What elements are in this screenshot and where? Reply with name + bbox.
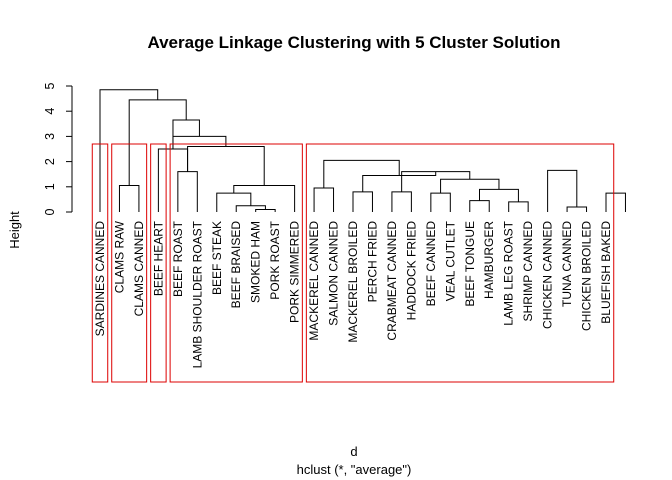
dendrogram-merge-13 xyxy=(233,185,296,212)
leaf-label: CLAMS CANNED xyxy=(132,221,146,317)
leaf-label: PORK SIMMERED xyxy=(288,221,302,323)
cluster-rect-1 xyxy=(91,143,109,383)
y-axis: 0 1 2 3 4 5 xyxy=(43,82,73,215)
leaf-label: CHICKEN BROILED xyxy=(580,221,594,331)
leaf-label: MACKEREL CANNED xyxy=(307,221,321,341)
leaf-label: BEEF TONGUE xyxy=(463,221,477,307)
dendrogram-merge-8 xyxy=(391,191,412,212)
leaf-label: LAMB SHOULDER ROAST xyxy=(190,220,204,368)
leaf-label: MACKEREL BROILED xyxy=(346,221,360,343)
cluster-rect-5 xyxy=(305,143,615,383)
leaf-labels: SARDINES CANNED CLAMS RAW CLAMS CANNED BEEF… xyxy=(93,220,613,368)
dendrogram-merge-10 xyxy=(352,191,373,212)
dendrogram-merge-2 xyxy=(235,205,266,212)
dendrogram-merge-26 xyxy=(99,89,159,212)
leaf-label: BEEF BRAISED xyxy=(229,221,243,309)
dendrogram-merge-24 xyxy=(172,119,200,149)
dendrogram-merge-19 xyxy=(323,159,400,189)
leaf-label: BEEF STEAK xyxy=(210,221,224,295)
leaf-label: CHICKEN CANNED xyxy=(541,221,555,329)
cluster-rect-4 xyxy=(169,143,303,383)
leaf-label: LAMB LEG ROAST xyxy=(502,220,516,325)
dendrogram-merge-1 xyxy=(255,208,276,212)
leaf-label: PERCH FRIED xyxy=(365,221,379,303)
y-tick-label: 1 xyxy=(43,183,57,190)
leaf-label: CRABMEAT CANNED xyxy=(385,221,399,341)
leaf-label: HAMBURGER xyxy=(482,221,496,299)
leaf-label: BEEF CANNED xyxy=(424,221,438,307)
leaf-label: BEEF ROAST xyxy=(171,220,185,297)
dendrogram-merge-22 xyxy=(187,145,265,186)
leaf-label: BEEF HEART xyxy=(151,220,165,296)
leaf-label: HADDOCK FRIED xyxy=(404,221,418,321)
dendrogram-branches xyxy=(99,89,626,212)
dendrogram-merge-20 xyxy=(177,171,198,212)
dendrogram-merge-4 xyxy=(508,201,529,212)
y-tick-label: 5 xyxy=(43,82,57,89)
cluster-rect-3 xyxy=(150,143,167,383)
dendrogram-merge-11 xyxy=(313,187,335,212)
dendrogram-merge-9 xyxy=(605,192,626,212)
y-tick-label: 2 xyxy=(43,158,57,165)
dendrogram-merge-23 xyxy=(172,135,227,149)
dendrogram-merge-12 xyxy=(118,185,140,212)
leaf-label: CLAMS RAW xyxy=(112,220,126,293)
chart-subtitle: hclust (*, "average") xyxy=(297,462,412,477)
leaf-label: PORK ROAST xyxy=(268,220,282,299)
y-tick-label: 3 xyxy=(43,133,57,140)
dendrogram-merge-21 xyxy=(157,148,189,212)
dendrogram-merge-5 xyxy=(469,200,490,212)
dendrogram-merge-14 xyxy=(547,169,578,212)
x-axis-label: d xyxy=(350,444,357,459)
cluster-rect-2 xyxy=(111,143,148,383)
leaf-label: SALMON CANNED xyxy=(327,221,341,326)
dendrogram-merge-3 xyxy=(566,206,588,212)
y-tick-label: 4 xyxy=(43,108,57,115)
cluster-rectangles xyxy=(91,143,615,383)
leaf-label: BLUEFISH BAKED xyxy=(599,221,613,324)
leaf-label: SHRIMP CANNED xyxy=(521,221,535,322)
y-axis-label: Height xyxy=(7,211,22,249)
y-tick-label: 0 xyxy=(43,208,57,215)
dendrogram-merge-15 xyxy=(479,188,519,202)
dendrogram-merge-6 xyxy=(216,192,252,212)
leaf-label: SARDINES CANNED xyxy=(93,221,107,337)
leaf-label: TUNA CANNED xyxy=(560,221,574,307)
leaf-label: SMOKED HAM xyxy=(249,221,263,303)
chart-title: Average Linkage Clustering with 5 Cluste… xyxy=(147,33,560,52)
dendrogram-merge-7 xyxy=(430,192,451,212)
dendrogram-merge-16 xyxy=(440,178,500,194)
leaf-label: VEAL CUTLET xyxy=(443,220,457,301)
